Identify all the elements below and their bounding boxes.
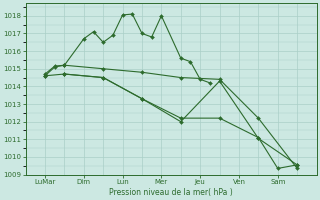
X-axis label: Pression niveau de la mer( hPa ): Pression niveau de la mer( hPa ) xyxy=(109,188,233,197)
